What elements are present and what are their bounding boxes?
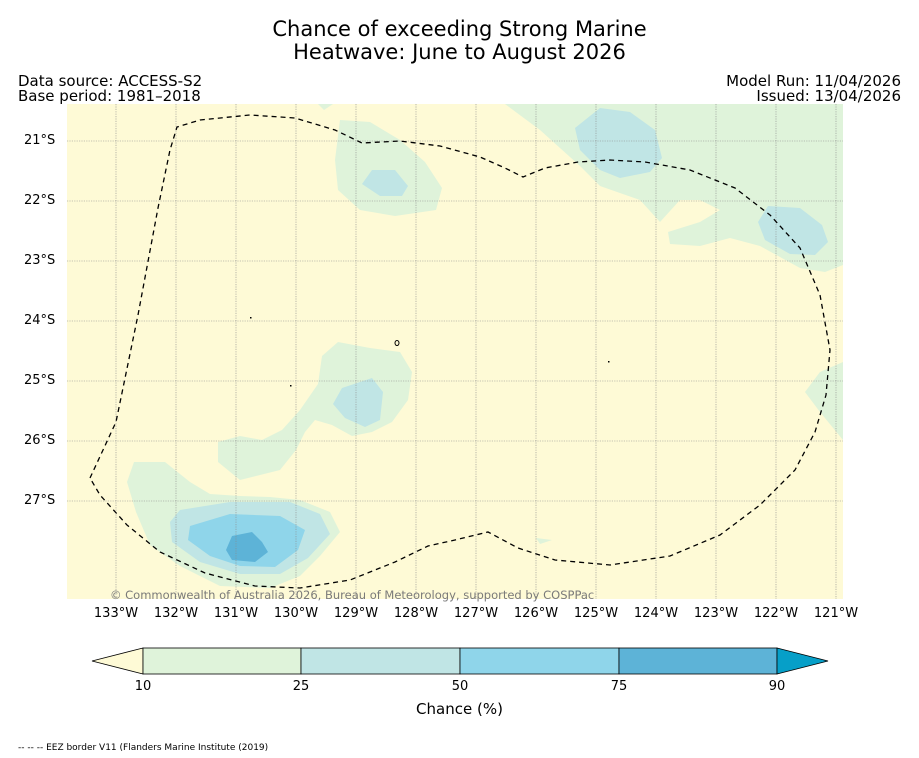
grid-lines <box>67 104 843 599</box>
copyright-credit: © Commonwealth of Australia 2026, Bureau… <box>110 588 595 602</box>
contour-25-50-northeast <box>575 108 662 178</box>
contour-10-25-central <box>218 342 412 480</box>
colorbar-tick: 25 <box>292 679 310 694</box>
contour-25-50-east <box>758 206 828 255</box>
eez-border <box>89 114 831 589</box>
issued-date: Issued: 13/04/2026 <box>756 87 901 105</box>
model-run: Model Run: 11/04/2026 <box>726 72 901 90</box>
base-period: Base period: 1981–2018 <box>18 87 201 105</box>
probability-contours <box>67 104 843 599</box>
island-marker <box>608 361 610 363</box>
colorbar-label: Chance (%) <box>416 700 503 718</box>
colorbar-10-25 <box>142 647 302 675</box>
title-line-2: Heatwave: June to August 2026 <box>293 40 626 64</box>
lat-label: 27°S <box>24 493 56 508</box>
colorbar-above-90 <box>776 647 829 675</box>
lon-label: 121°W <box>813 606 859 621</box>
island-marker <box>290 385 292 387</box>
lon-label: 129°W <box>333 606 379 621</box>
island-marker <box>250 317 252 319</box>
colorbar <box>91 647 829 675</box>
chart-title: Chance of exceeding Strong Marine Heatwa… <box>0 18 919 64</box>
lon-label: 131°W <box>213 606 259 621</box>
lon-label: 132°W <box>153 606 199 621</box>
lon-label: 127°W <box>453 606 499 621</box>
contour-75-90-southwest <box>226 532 268 562</box>
lon-label: 123°W <box>693 606 739 621</box>
colorbar-tick: 75 <box>610 679 628 694</box>
contour-25-50-central <box>333 378 383 427</box>
lon-label: 128°W <box>393 606 439 621</box>
lon-label: 133°W <box>93 606 139 621</box>
colorbar-50-75 <box>459 647 620 675</box>
lon-label: 125°W <box>573 606 619 621</box>
contour-10-25-north <box>318 104 442 216</box>
source-info: Data source: ACCESS-S2 Base period: 1981… <box>18 74 202 104</box>
contour-10-25-east <box>805 362 843 440</box>
lat-label: 23°S <box>24 253 56 268</box>
colorbar-tick: 90 <box>768 679 786 694</box>
lat-label: 22°S <box>24 193 56 208</box>
colorbar-75-90 <box>618 647 778 675</box>
title-line-1: Chance of exceeding Strong Marine <box>272 17 647 41</box>
contour-10-25-small <box>536 538 552 544</box>
colorbar-below-10 <box>91 647 144 675</box>
colorbar-tick: 50 <box>451 679 469 694</box>
run-info: Model Run: 11/04/2026 Issued: 13/04/2026 <box>726 74 901 104</box>
colorbar-tick: 10 <box>134 679 152 694</box>
lon-label: 124°W <box>633 606 679 621</box>
eez-footnote: -- -- -- EEZ border V11 (Flanders Marine… <box>18 743 269 753</box>
lat-label: 24°S <box>24 313 56 328</box>
lat-label: 21°S <box>24 133 56 148</box>
lon-label: 126°W <box>513 606 559 621</box>
lat-label: 26°S <box>24 433 56 448</box>
data-source: Data source: ACCESS-S2 <box>18 72 203 90</box>
lat-label: 25°S <box>24 373 56 388</box>
colorbar-25-50 <box>300 647 461 675</box>
contour-25-50-north <box>362 170 408 196</box>
island-marker <box>394 340 400 346</box>
lon-label: 130°W <box>273 606 319 621</box>
lon-label: 122°W <box>753 606 799 621</box>
